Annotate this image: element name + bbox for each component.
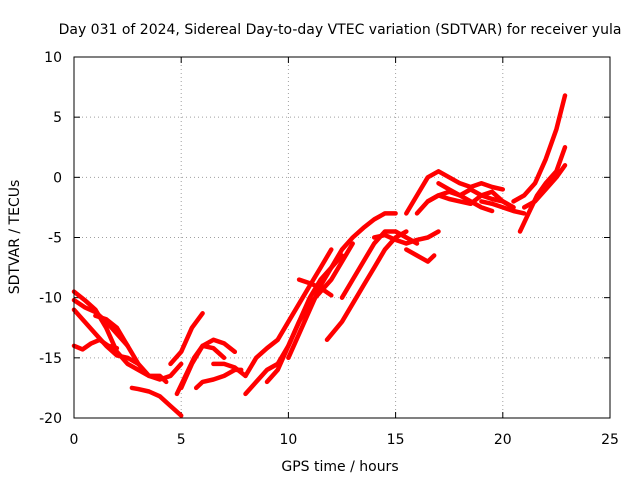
x-tick-label: 25 <box>601 432 619 448</box>
series-line-track-17 <box>324 229 409 343</box>
grid-lines <box>74 57 610 418</box>
chart-title: Day 031 of 2024, Sidereal Day-to-day VTE… <box>59 22 622 38</box>
series-line-track-24 <box>436 181 495 214</box>
y-axis-label: SDTVAR / TECUs <box>7 180 23 295</box>
series-line-track-16 <box>296 277 334 298</box>
data-series <box>71 93 568 418</box>
y-tick-label: 10 <box>44 50 62 66</box>
y-tick-label: -5 <box>48 231 62 247</box>
x-tick-label: 5 <box>177 432 186 448</box>
series-line-track-28 <box>521 163 568 210</box>
x-tick-label: 20 <box>494 432 512 448</box>
y-tick-label: 0 <box>53 170 62 186</box>
series-line-track-4 <box>71 337 120 352</box>
series-line-track-26 <box>511 93 568 204</box>
series-line-track-20 <box>404 247 437 264</box>
y-tick-label: -20 <box>39 411 62 427</box>
y-tick-label: -15 <box>39 351 62 367</box>
x-tick-label: 10 <box>279 432 297 448</box>
series-line-track-15 <box>286 211 398 361</box>
x-tick-label: 15 <box>387 432 405 448</box>
plot-frame <box>73 56 611 419</box>
series-line-track-5 <box>93 313 184 382</box>
x-tick-label: 0 <box>70 432 79 448</box>
x-tick-labels: 0 5 10 15 20 25 <box>70 432 619 448</box>
y-tick-label: -10 <box>39 291 62 307</box>
y-tick-labels: -20 -15 -10 -5 0 5 10 <box>39 50 62 427</box>
series-line-track-9 <box>178 337 238 391</box>
series-line-track-12 <box>243 247 334 379</box>
series-line-track-11 <box>211 361 248 379</box>
series-line-track-25 <box>479 199 527 216</box>
series-line-track-27 <box>517 145 568 234</box>
series-line-track-19 <box>371 229 441 246</box>
y-tick-label: 5 <box>53 110 62 126</box>
series-line-track-6 <box>129 385 184 418</box>
series-line-track-14 <box>264 241 355 385</box>
series-line-track-21 <box>404 169 506 216</box>
series-line-track-7 <box>168 311 205 367</box>
series-line-track-10 <box>193 367 244 391</box>
x-axis-label: GPS time / hours <box>281 459 398 475</box>
